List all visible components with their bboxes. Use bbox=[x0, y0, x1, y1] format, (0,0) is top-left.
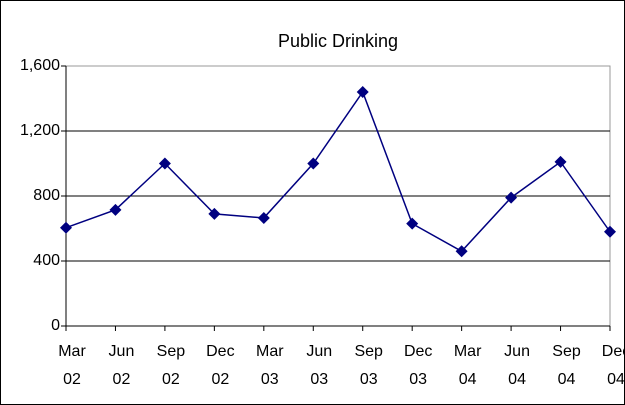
marker bbox=[60, 221, 72, 234]
x-tick-label: Mar 04 bbox=[453, 343, 482, 388]
chart-title: Public Drinking bbox=[278, 31, 398, 51]
x-tick-label: Dec 03 bbox=[403, 343, 433, 388]
marker bbox=[406, 217, 419, 230]
y-tick-label: 1,600 bbox=[20, 57, 60, 74]
x-tick-label: Sep 04 bbox=[552, 343, 581, 388]
y-tick-label: 0 bbox=[51, 317, 60, 334]
marker bbox=[208, 207, 221, 220]
marker bbox=[109, 203, 122, 216]
x-tick-label: Sep 02 bbox=[156, 343, 186, 388]
x-tick-label: Dec 04 bbox=[601, 343, 625, 388]
marker bbox=[307, 157, 320, 170]
marker bbox=[356, 86, 369, 98]
x-tick-label: Dec 02 bbox=[206, 343, 235, 388]
marker bbox=[257, 211, 270, 224]
x-tick-label: Jun 02 bbox=[108, 343, 135, 388]
x-tick-label: Sep 03 bbox=[354, 343, 383, 388]
line bbox=[65, 90, 611, 253]
x-tick-label: Jun 04 bbox=[504, 343, 530, 388]
marker bbox=[554, 155, 567, 168]
x-tick-label: Jun 03 bbox=[306, 343, 333, 388]
marker bbox=[604, 225, 616, 238]
y-tick-label: 800 bbox=[33, 187, 60, 204]
y-tick-label: 1,200 bbox=[20, 122, 60, 139]
marker bbox=[505, 191, 518, 204]
x-tick-label: Mar 02 bbox=[58, 343, 86, 388]
y-tick-label: 400 bbox=[33, 252, 60, 269]
marker bbox=[158, 157, 171, 170]
marker bbox=[455, 245, 468, 258]
x-tick-label: Mar 03 bbox=[256, 343, 284, 388]
